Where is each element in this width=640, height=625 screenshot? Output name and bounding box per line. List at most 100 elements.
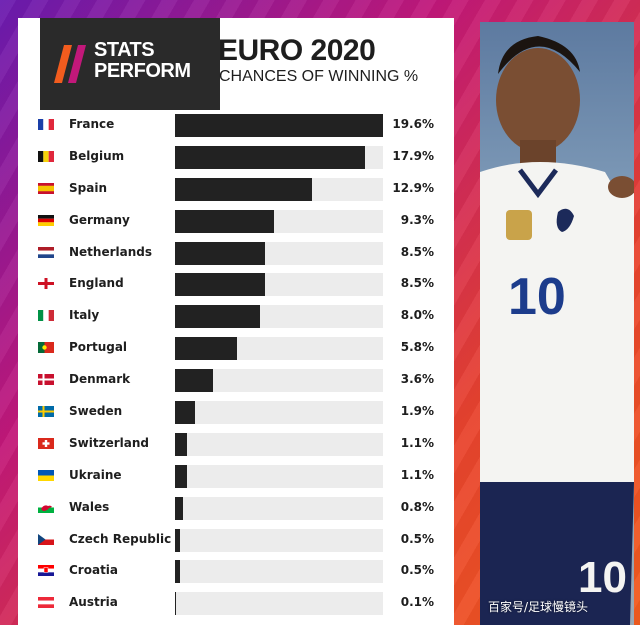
data-label: 5.8%: [400, 340, 434, 355]
bar-track: [175, 401, 383, 425]
bar-track: [175, 432, 383, 456]
czech-republic-flag-icon: [38, 533, 54, 545]
data-label: 0.5%: [400, 531, 434, 546]
bar-track: [175, 560, 383, 584]
shorts-number: 10: [578, 553, 627, 602]
logo-line-2: PERFORM: [94, 60, 191, 82]
shirt-number: 10: [508, 268, 566, 326]
bar-track: [175, 369, 383, 393]
bar-row-netherlands: Netherlands 8.5%: [18, 238, 454, 270]
portugal-flag-icon: [38, 342, 54, 354]
data-label: 1.1%: [400, 435, 434, 450]
bar-row-czech-republic: Czech Republic 0.5%: [18, 525, 454, 557]
bar-row-belgium: Belgium 17.9%: [18, 142, 454, 174]
bar-rows: France 19.6% Belgium 17.9% Spain 12.9% Germany…: [18, 110, 454, 620]
sweden-flag-icon: [38, 406, 54, 418]
chart-title: EURO 2020: [218, 34, 376, 67]
bar: [175, 273, 266, 297]
chart-subtitle: CHANCES OF WINNING %: [219, 68, 419, 85]
tick-label: England: [69, 276, 124, 291]
bar: [175, 401, 196, 425]
bar-track: [175, 114, 383, 137]
logo-text: STATS PERFORM: [94, 40, 191, 82]
bar-track: [175, 241, 383, 265]
tick-label: Italy: [69, 308, 100, 323]
stats-perform-logo: STATS PERFORM: [40, 18, 220, 110]
tick-label: Netherlands: [69, 244, 153, 259]
bar: [175, 305, 260, 329]
england-flag-icon: [38, 278, 54, 290]
bar-row-austria: Austria 0.1%: [18, 588, 454, 620]
france-flag-icon: [38, 119, 54, 130]
tick-label: Spain: [69, 180, 107, 195]
wales-flag-icon: [38, 501, 54, 513]
data-label: 8.0%: [400, 308, 434, 323]
bar-track: [175, 528, 383, 552]
data-label: 3.6%: [400, 372, 434, 387]
tick-label: Wales: [69, 499, 110, 514]
player-photo: 10 10: [480, 22, 634, 625]
bar-track: [175, 496, 383, 520]
tick-label: Belgium: [69, 148, 125, 163]
bar-track: [175, 592, 383, 616]
italy-flag-icon: [38, 310, 54, 322]
bar-row-england: England 8.5%: [18, 269, 454, 301]
denmark-flag-icon: [38, 374, 54, 386]
tick-label: Denmark: [69, 372, 131, 387]
bar-track: [175, 337, 383, 361]
germany-flag-icon: [38, 214, 54, 226]
bar: [175, 177, 312, 201]
bar-row-sweden: Sweden 1.9%: [18, 397, 454, 429]
bar: [175, 464, 187, 488]
bar: [175, 241, 266, 265]
austria-flag-icon: [38, 597, 54, 609]
tick-label: Ukraine: [69, 467, 122, 482]
bar-track: [175, 305, 383, 329]
data-label: 0.1%: [400, 595, 434, 610]
chart-card: STATS PERFORM EURO 2020 CHANCES OF WINNI…: [18, 18, 454, 625]
bar: [175, 209, 274, 233]
bar: [175, 114, 383, 137]
bar-row-germany: Germany 9.3%: [18, 206, 454, 238]
ukraine-flag-icon: [38, 469, 54, 481]
logo-line-1: STATS: [94, 39, 155, 61]
bar: [175, 496, 184, 520]
bar-row-italy: Italy 8.0%: [18, 301, 454, 333]
data-label: 1.9%: [400, 404, 434, 419]
bar-row-switzerland: Switzerland 1.1%: [18, 429, 454, 461]
netherlands-flag-icon: [38, 246, 54, 258]
bar: [175, 528, 181, 552]
bar-row-denmark: Denmark 3.6%: [18, 365, 454, 397]
bar: [175, 369, 214, 393]
data-label: 8.5%: [400, 244, 434, 259]
bar-track: [175, 273, 383, 297]
data-label: 12.9%: [392, 180, 434, 195]
tick-label: Sweden: [69, 404, 123, 419]
bar: [175, 432, 187, 456]
bar-track: [175, 145, 383, 169]
bar-row-portugal: Portugal 5.8%: [18, 333, 454, 365]
tick-label: Switzerland: [69, 435, 149, 450]
bar-row-ukraine: Ukraine 1.1%: [18, 461, 454, 493]
data-label: 19.6%: [392, 117, 434, 131]
bar: [175, 145, 365, 169]
bar-track: [175, 177, 383, 201]
spain-flag-icon: [38, 182, 54, 194]
tick-label: Croatia: [69, 563, 119, 578]
bar: [175, 560, 181, 584]
data-label: 0.5%: [400, 563, 434, 578]
logo-slash-icon: [54, 45, 86, 83]
tick-label: Austria: [69, 595, 118, 610]
bar-track: [175, 464, 383, 488]
croatia-flag-icon: [38, 565, 54, 577]
bar: [175, 592, 177, 616]
bar-row-france: France 19.6%: [18, 110, 454, 142]
bar-track: [175, 209, 383, 233]
data-label: 1.1%: [400, 467, 434, 482]
data-label: 9.3%: [400, 212, 434, 227]
bar-row-wales: Wales 0.8%: [18, 493, 454, 525]
watermark: 百家号/足球慢镜头: [488, 600, 589, 614]
bar: [175, 337, 237, 361]
tick-label: Germany: [69, 212, 130, 227]
switzerland-flag-icon: [38, 437, 54, 449]
